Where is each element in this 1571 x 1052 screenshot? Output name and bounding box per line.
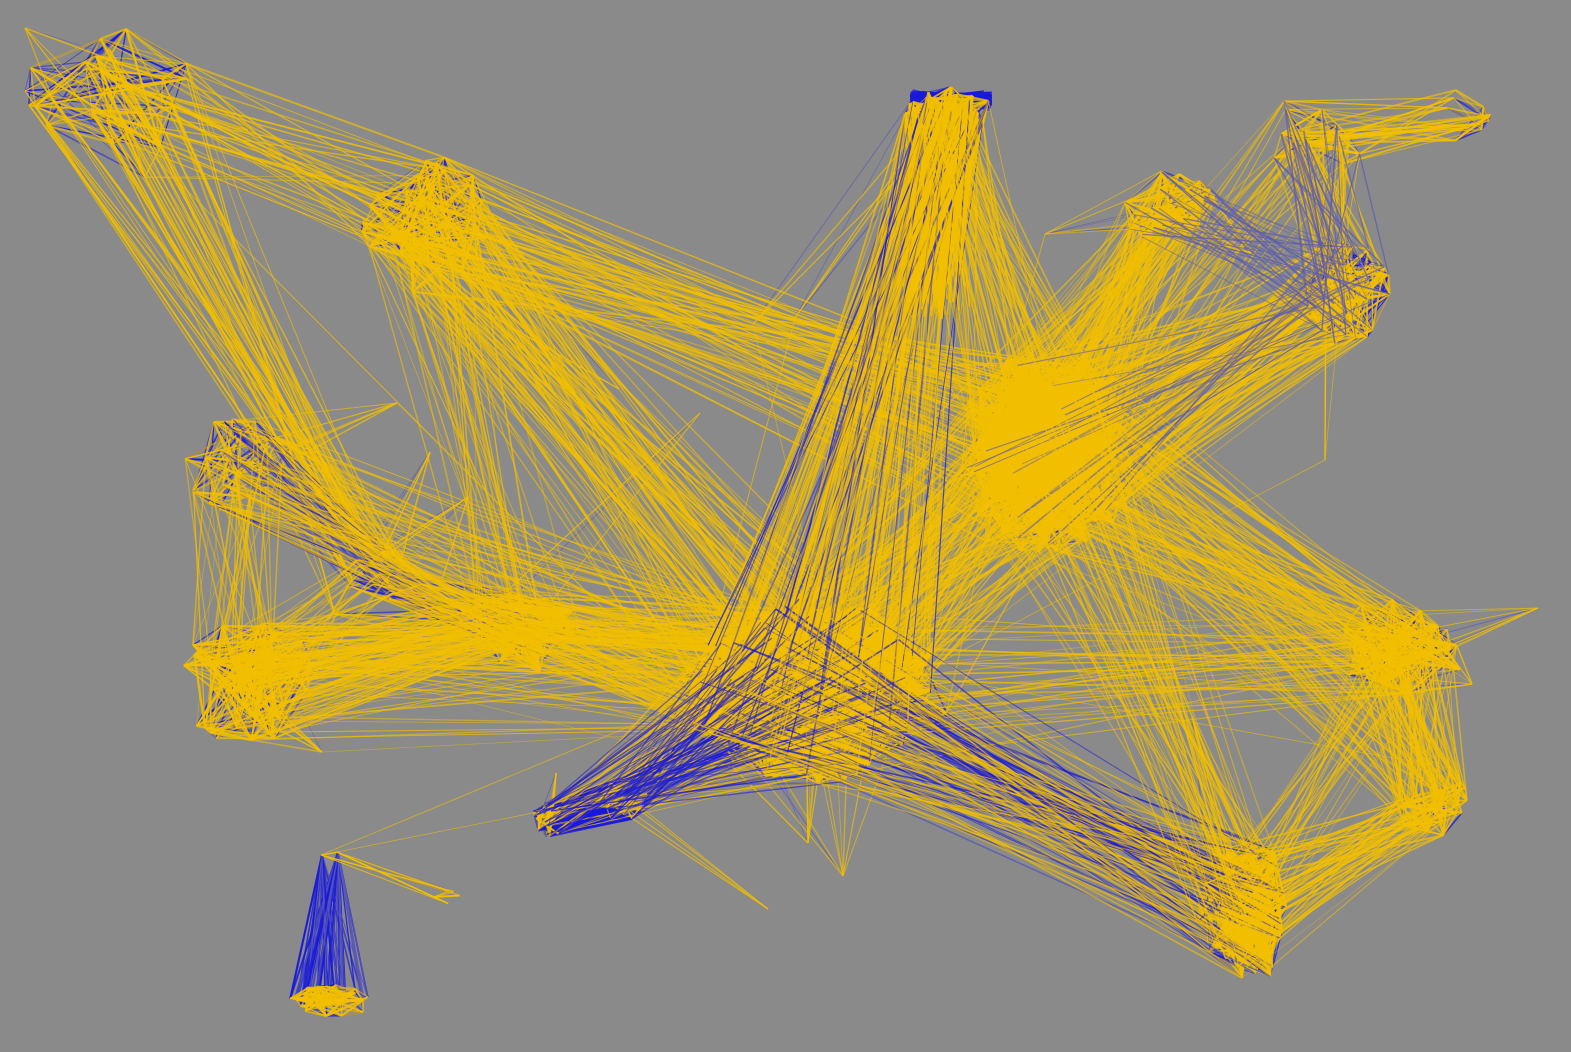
graph-edge bbox=[30, 67, 114, 144]
graph-edge bbox=[24, 90, 161, 148]
graph-edge bbox=[1454, 129, 1482, 142]
graph-edge bbox=[1272, 937, 1281, 968]
graph-edge bbox=[794, 101, 914, 319]
graph-edge bbox=[752, 102, 910, 325]
graph-edge bbox=[24, 67, 32, 92]
graph-edge bbox=[28, 67, 32, 105]
graph-edge bbox=[46, 124, 161, 148]
